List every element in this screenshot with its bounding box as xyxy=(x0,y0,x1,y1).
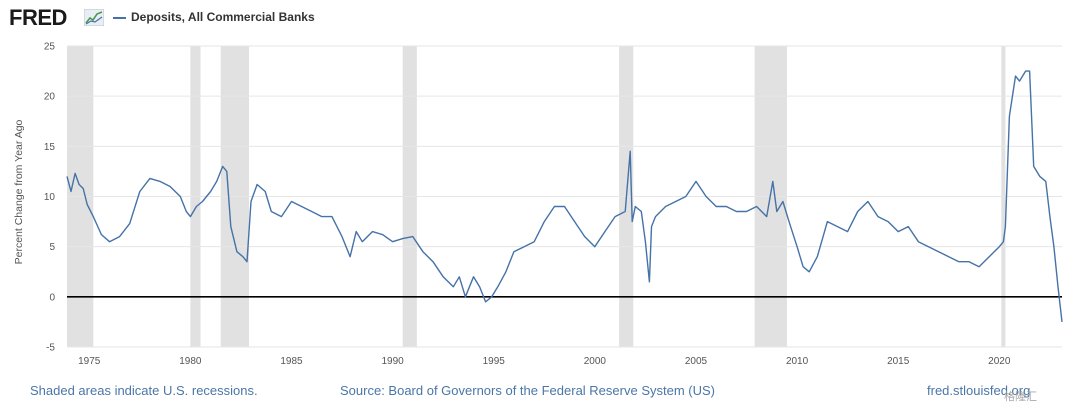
x-tick-label: 2015 xyxy=(887,356,910,367)
y-axis-tick-labels: -5 0 5 10 15 20 25 xyxy=(44,42,56,354)
legend-label: Deposits, All Commercial Banks xyxy=(131,10,315,24)
x-tick-label: 1985 xyxy=(280,356,303,367)
y-tick-label: 10 xyxy=(44,192,56,203)
x-tick-label: 1975 xyxy=(78,356,101,367)
y-tick-label: 25 xyxy=(44,42,56,53)
legend-item[interactable]: Deposits, All Commercial Banks xyxy=(113,10,315,24)
watermark-logo: 格隆汇 xyxy=(1004,391,1037,403)
recession-note-link[interactable]: Shaded areas indicate U.S. recessions. xyxy=(30,383,258,398)
x-tick-label: 2005 xyxy=(685,356,708,367)
site-link[interactable]: fred.stlouisfed.org xyxy=(927,383,1031,398)
y-tick-label: 20 xyxy=(44,92,56,103)
chart-header: FRED Deposits, All Commercial Banks xyxy=(0,0,1080,36)
x-tick-label: 1990 xyxy=(381,356,404,367)
legend-line-swatch xyxy=(113,16,126,19)
y-tick-label: 5 xyxy=(49,242,55,253)
fred-logo[interactable]: FRED xyxy=(9,5,67,30)
y-tick-label: 15 xyxy=(44,142,56,153)
y-tick-label: 0 xyxy=(49,292,55,303)
fred-logo-chart-icon xyxy=(84,9,104,26)
x-tick-label: 2000 xyxy=(584,356,607,367)
x-tick-label: 1980 xyxy=(179,356,202,367)
source-link[interactable]: Source: Board of Governors of the Federa… xyxy=(340,383,715,398)
line-chart[interactable]: -5 0 5 10 15 20 25 1975 1980 1985 1990 1995 2000 200… xyxy=(0,36,1080,376)
y-gridlines xyxy=(67,45,1062,348)
y-tick-label: -5 xyxy=(46,343,55,354)
x-tick-label: 1995 xyxy=(483,356,506,367)
x-axis-tick-labels: 1975 1980 1985 1990 1995 2000 2005 2010 2015 2020 xyxy=(78,356,1011,367)
y-axis-title: Percent Change from Year Ago xyxy=(13,119,25,264)
x-tick-label: 2020 xyxy=(988,356,1011,367)
series-line-deposits[interactable] xyxy=(66,70,1063,322)
x-tick-label: 2010 xyxy=(786,356,809,367)
